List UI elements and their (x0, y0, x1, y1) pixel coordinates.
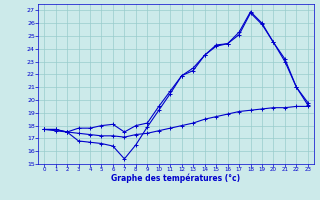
X-axis label: Graphe des températures (°c): Graphe des températures (°c) (111, 174, 241, 183)
